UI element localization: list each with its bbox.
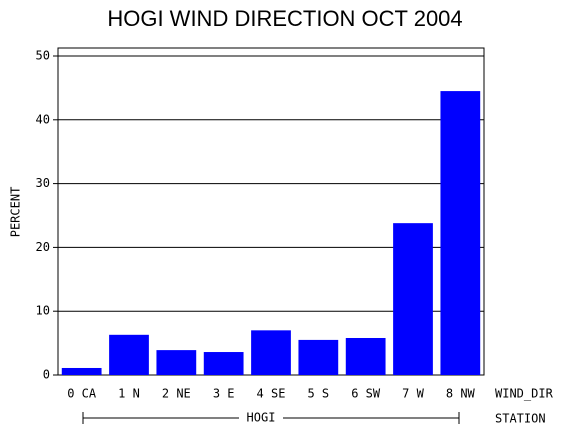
bar xyxy=(345,337,386,375)
x-tick-label: 1 N xyxy=(118,387,140,401)
bar xyxy=(251,330,291,375)
bar xyxy=(393,223,433,375)
y-tick-label: 0 xyxy=(43,368,50,382)
y-tick-label: 30 xyxy=(36,176,50,190)
x-tick-label: 7 W xyxy=(402,387,424,401)
x-tick-label: 3 E xyxy=(213,387,235,401)
y-axis-label: PERCENT xyxy=(9,187,23,238)
y-tick-label: 20 xyxy=(36,240,50,254)
x-tick-label: 2 NE xyxy=(162,387,191,401)
x-tick-label: 4 SE xyxy=(257,387,286,401)
x-tick-label: 5 S xyxy=(307,387,329,401)
bar xyxy=(156,350,197,375)
bar xyxy=(203,352,244,375)
x-tick-label: 8 NW xyxy=(446,387,476,401)
y-tick-label: 40 xyxy=(36,112,50,126)
bar xyxy=(298,339,339,375)
group-label: HOGI xyxy=(247,411,276,425)
bar xyxy=(61,367,102,375)
bar xyxy=(440,91,481,375)
bar xyxy=(109,334,149,375)
y-tick-label: 10 xyxy=(36,304,50,318)
y-tick-label: 50 xyxy=(36,49,50,63)
x-axis-label: WIND_DIR xyxy=(495,387,554,401)
x-tick-label: 0 CA xyxy=(67,387,97,401)
group-axis-label: STATION xyxy=(495,412,546,426)
chart-title: HOGI WIND DIRECTION OCT 2004 xyxy=(107,6,462,31)
x-tick-label: 6 SW xyxy=(351,387,381,401)
